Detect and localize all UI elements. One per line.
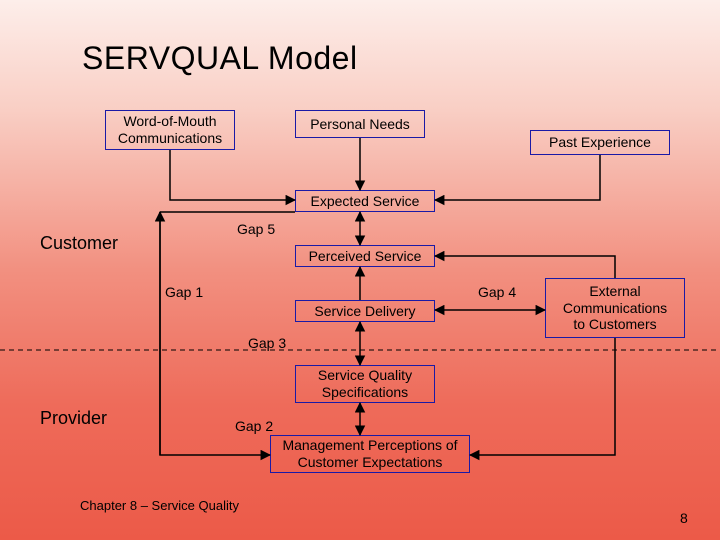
box-personal-needs: Personal Needs — [295, 110, 425, 138]
slide: SERVQUAL Model Word-of-MouthCommunicatio… — [0, 0, 720, 540]
edge-extcomm-mgmt — [470, 338, 615, 455]
label-gap5: Gap 5 — [237, 221, 275, 237]
edge-past-expected — [435, 155, 600, 200]
label-provider: Provider — [40, 408, 107, 429]
box-expected-service: Expected Service — [295, 190, 435, 212]
box-service-quality-specs: Service QualitySpecifications — [295, 365, 435, 403]
page-number: 8 — [680, 510, 688, 526]
slide-title: SERVQUAL Model — [82, 40, 358, 77]
box-perceived-service: Perceived Service — [295, 245, 435, 267]
box-word-of-mouth: Word-of-MouthCommunications — [105, 110, 235, 150]
label-customer: Customer — [40, 233, 118, 254]
label-gap4: Gap 4 — [478, 284, 516, 300]
edge-wom-expected — [170, 150, 295, 200]
box-past-experience: Past Experience — [530, 130, 670, 155]
label-gap2: Gap 2 — [235, 418, 273, 434]
edge-extcomm-perceived — [435, 256, 615, 278]
footer-text: Chapter 8 – Service Quality — [80, 498, 239, 513]
box-service-delivery: Service Delivery — [295, 300, 435, 322]
label-gap3: Gap 3 — [248, 335, 286, 351]
box-mgmt-perceptions: Management Perceptions ofCustomer Expect… — [270, 435, 470, 473]
box-external-comm: ExternalCommunicationsto Customers — [545, 278, 685, 338]
label-gap1: Gap 1 — [165, 284, 203, 300]
